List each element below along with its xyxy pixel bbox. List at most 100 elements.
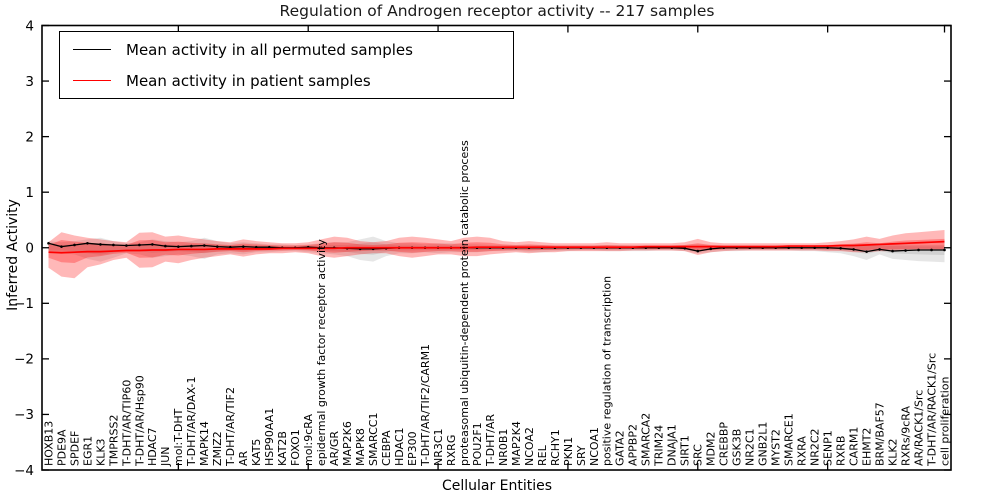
y-tick-label: −2 (14, 352, 34, 368)
x-category-label: POU2F1 (471, 422, 484, 466)
x-category-label: NCOA1 (588, 427, 601, 466)
mean-marker-permuted (891, 249, 894, 253)
mean-marker-permuted (60, 245, 63, 248)
y-tick-label: 1 (25, 185, 34, 201)
mean-marker-permuted (203, 244, 206, 247)
x-category-label: KLK2 (886, 438, 899, 466)
x-category-label: T-DHT/AR (484, 414, 497, 467)
x-category-label: MYST2 (770, 429, 783, 466)
x-category-label: ZMIZ2 (211, 431, 224, 466)
mean-marker-permuted (917, 248, 920, 252)
mean-marker-permuted (709, 247, 713, 251)
y-tick-label: 4 (25, 18, 34, 34)
x-category-label: T-DHT/AR/TIF2/CARM1 (419, 344, 432, 467)
mean-marker-permuted (696, 249, 700, 253)
x-category-label: proteasomal ubiquitin-dependent protein … (458, 140, 471, 466)
mean-marker-permuted (216, 245, 219, 248)
x-category-label: NR2C1 (744, 428, 757, 466)
x-category-label: MAP2K4 (510, 421, 523, 466)
x-category-label: TMPRSS2 (107, 415, 120, 467)
band-patient-inner (48, 238, 945, 264)
legend-line-permuted-icon (73, 49, 111, 50)
x-category-label: HDAC1 (393, 427, 406, 466)
mean-marker-permuted (138, 243, 141, 247)
x-category-label: T-DHT/AR/TIP60 (120, 380, 133, 467)
x-category-label: RXRG (445, 435, 458, 466)
x-category-label: DNAJA1 (666, 424, 679, 466)
mean-marker-permuted (787, 246, 790, 250)
mean-marker-permuted (47, 242, 50, 245)
x-category-label: TRIM24 (653, 425, 666, 467)
mean-marker-permuted (826, 246, 829, 250)
mean-marker-permuted (930, 248, 933, 252)
mean-marker-permuted (904, 249, 907, 252)
x-category-label: REL (536, 444, 549, 466)
mean-marker-permuted (683, 247, 687, 250)
legend-item-permuted: Mean activity in all permuted samples (73, 39, 513, 61)
x-category-label: PKN1 (562, 437, 575, 466)
x-category-label: T-DHT/AR/Hsp90 (133, 375, 146, 467)
mean-marker-permuted (177, 245, 180, 248)
band-permuted-outer (48, 236, 945, 263)
x-category-label: KLK3 (94, 438, 107, 466)
x-category-label: SRC (692, 444, 705, 466)
x-category-label: CREBBP (718, 422, 731, 466)
x-category-label: NR0B1 (497, 429, 510, 466)
mean-marker-permuted (73, 243, 76, 247)
mean-line-patient (48, 240, 945, 254)
x-category-label: NCOA2 (523, 427, 536, 466)
x-category-label: HDAC7 (146, 427, 159, 466)
mean-marker-permuted (164, 244, 167, 248)
mean-marker-permuted (267, 245, 271, 249)
x-category-label: KAT5 (250, 439, 263, 466)
x-category-label: MAPK8 (354, 428, 367, 466)
y-tick-label: −1 (14, 296, 34, 312)
x-category-label: AR/GR (328, 431, 341, 466)
legend-line-patient-icon (73, 80, 111, 81)
mean-marker-permuted (800, 246, 803, 250)
legend: Mean activity in all permuted samples Me… (59, 31, 514, 99)
mean-marker-permuted (151, 243, 154, 246)
x-category-label: FOXO1 (289, 429, 302, 466)
mean-marker-permuted (112, 243, 115, 247)
x-category-label: EP300 (406, 431, 419, 466)
band-patient-outer (48, 229, 945, 279)
x-category-label: cell proliferation (938, 376, 951, 466)
x-axis-title: Cellular Entities (441, 478, 553, 494)
x-category-label: RCHY1 (549, 429, 562, 466)
x-category-label: SPDEF (68, 431, 81, 466)
x-category-label: SRY (575, 445, 588, 466)
x-category-label: RXRB (834, 436, 847, 466)
legend-label-permuted: Mean activity in all permuted samples (126, 40, 413, 59)
x-category-label: AR (237, 450, 250, 466)
x-category-label: MDM2 (705, 432, 718, 466)
x-category-label: PDE9A (55, 429, 68, 466)
x-category-label: epidermal growth factor receptor activit… (315, 239, 328, 466)
x-category-label: SIRT1 (679, 435, 692, 466)
x-category-label: T-DHT/AR/RACK1/Src (925, 353, 938, 467)
mean-marker-permuted (99, 243, 102, 246)
x-category-label: APPBP2 (627, 424, 640, 466)
y-tick-label: −4 (14, 463, 34, 479)
x-category-label: SMARCA2 (640, 413, 653, 466)
mean-marker-permuted (241, 245, 245, 248)
mean-marker-permuted (813, 246, 816, 250)
mean-marker-permuted (86, 242, 89, 245)
y-axis-title: Inferred Activity (5, 199, 21, 311)
mean-marker-permuted (254, 245, 258, 249)
y-tick-label: −3 (14, 407, 34, 423)
band-permuted-inner (48, 242, 945, 255)
y-tick-label: 0 (25, 241, 34, 257)
mean-marker-permuted (190, 244, 193, 248)
mean-marker-permuted (943, 248, 946, 252)
x-category-label: GATA2 (614, 430, 627, 466)
x-category-label: HOXB13 (42, 421, 55, 466)
x-category-label: NR3C1 (432, 428, 445, 466)
x-category-label: GSK3B (731, 429, 744, 466)
x-category-label: CEBPA (380, 430, 393, 466)
y-tick-label: 3 (25, 74, 34, 90)
x-category-label: HSP90AA1 (263, 408, 276, 466)
mean-marker-permuted (228, 245, 232, 249)
